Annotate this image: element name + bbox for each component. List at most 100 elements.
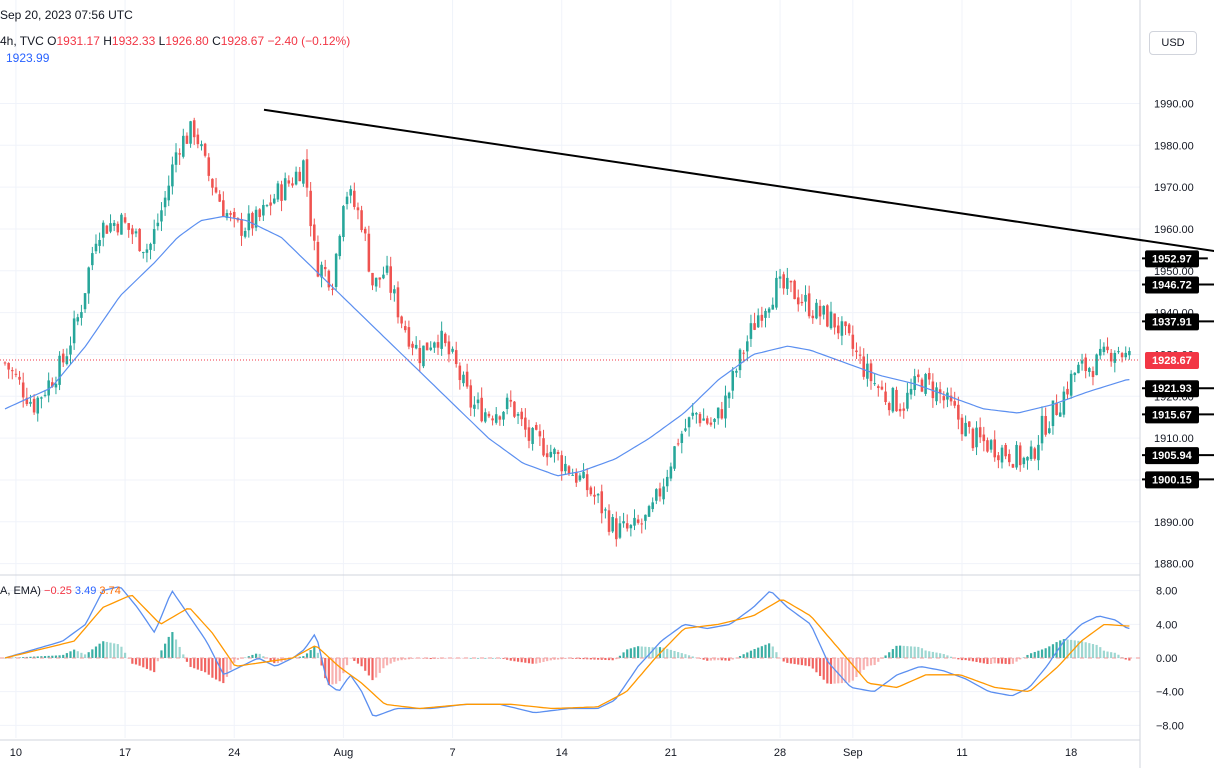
candle-body [160,210,163,222]
candle-body [411,343,414,348]
candle-body [105,225,109,234]
candle-body [906,392,909,409]
macd-histogram-bar [702,658,705,660]
macd-histogram-bar [400,658,403,661]
macd-histogram-bar [717,658,720,661]
macd-histogram-bar [1055,642,1058,658]
macd-histogram-bar [1106,651,1109,658]
candle-body [196,134,200,145]
candle-body [1033,448,1037,459]
candle-body [91,253,94,266]
level-tag-label: 1952.97 [1152,253,1192,265]
candle-body [727,392,731,399]
macd-histogram-bar [902,645,905,658]
macd-histogram-bar [549,658,552,661]
candle-body [207,157,211,176]
candle-body [1113,352,1117,363]
macd-histogram-bar [80,652,83,658]
macd-histogram-bar [866,658,869,667]
macd-histogram-bar [738,655,742,658]
candle-body [47,380,50,396]
candle-body [636,519,640,523]
time-tick-label: 10 [10,747,22,759]
macd-histogram-bar [476,658,480,659]
candle-body [618,523,622,538]
currency-button[interactable]: USD [1149,31,1197,55]
candle-body [818,305,822,317]
macd-histogram-bar [382,658,385,669]
candle-body [32,398,36,413]
trendline[interactable] [263,108,1214,318]
candle-body [669,466,673,479]
candle-body [342,206,345,238]
candle-body [673,446,676,469]
macd-histogram-bar [1026,654,1029,658]
macd-histogram-bar [531,658,534,664]
macd-histogram-bar [1073,640,1076,658]
candle-body [334,253,338,287]
candle-body [167,185,171,201]
macd-histogram-bar [1019,658,1022,660]
low-value: 1926.80 [165,34,209,48]
candle-body [713,418,716,422]
candle-body [254,209,258,228]
level-tag-label: 1921.93 [1152,383,1192,395]
macd-histogram-bar [884,655,887,658]
macd-histogram-bar [1117,654,1120,658]
macd-histogram-bar [1044,648,1047,658]
candle-body [909,388,913,395]
macd-histogram-bar [924,650,927,658]
candle-body [924,374,927,394]
macd-histogram-bar [979,658,982,663]
macd-histogram-bar [709,658,713,661]
candle-body [174,152,178,165]
candle-body [855,350,858,353]
candle-body [1029,446,1033,460]
candle-body [775,277,778,308]
macd-histogram-bar [196,658,199,670]
candle-body [218,194,221,202]
candle-body [80,312,83,318]
candle-body [917,374,920,378]
macd-histogram-bar [527,658,531,664]
candle-body [18,376,21,380]
macd-histogram-bar [571,658,574,659]
macd-histogram-bar [851,658,854,681]
macd-line [4,586,1130,717]
candle-body [262,204,265,216]
candle-body [476,399,480,404]
macd-histogram-bar [913,646,916,658]
candle-body [1018,445,1022,466]
low-label: L [158,34,166,48]
candle-body [611,517,614,532]
macd-histogram-bar [811,658,814,669]
candle-body [1084,357,1087,372]
macd-histogram-bar [320,658,323,666]
candle-body [11,370,14,372]
candle-body [964,422,967,437]
macd-histogram-bar [778,657,782,659]
price-tick-label: 1990.00 [1154,98,1194,110]
macd-histogram-bar [800,658,803,666]
macd-histogram-bar [640,646,643,658]
candle-body [840,321,844,336]
candle-body [509,399,513,402]
candle-body [316,241,320,277]
macd-histogram-bar [1033,651,1036,658]
macd-histogram-bar [728,658,731,661]
candle-body [804,294,807,302]
candle-body [396,287,400,318]
macd-histogram-bar [982,658,985,664]
candle-body [505,397,509,410]
candle-body [203,143,207,156]
candle-body [458,365,462,381]
macd-histogram-bar [782,658,785,662]
candle-body [647,506,651,517]
macd-histogram-bar [837,658,840,684]
interval-label: 4h, TVC [0,34,44,48]
candle-body [971,428,975,449]
candle-body [716,407,720,419]
macd-legend: A, EMA) −0.25 3.49 3.74 [0,585,121,597]
candle-body [553,448,556,455]
